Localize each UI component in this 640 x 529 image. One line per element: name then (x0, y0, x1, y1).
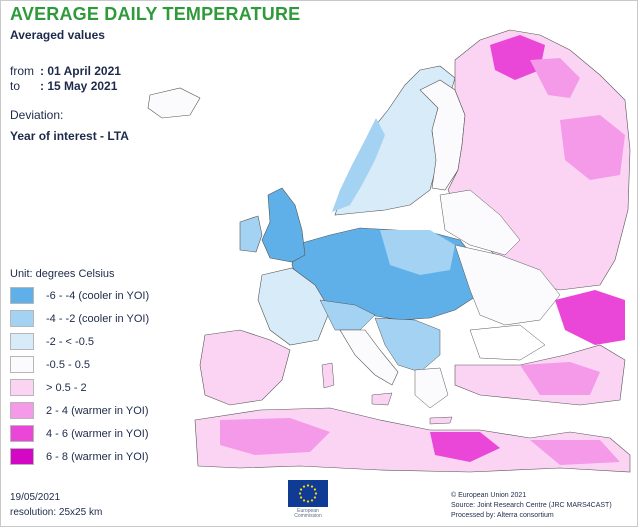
ec-logo-text: European Commission (280, 509, 336, 519)
legend-item: -0.5 - 0.5 (10, 353, 149, 376)
period-to-label: to (10, 79, 21, 93)
eu-stars-icon (298, 484, 318, 503)
legend-item: 2 - 4 (warmer in YOI) (10, 399, 149, 422)
map-region-balkans (374, 317, 441, 373)
period-from-label: from (10, 64, 34, 78)
european-commission-logo: European Commission (280, 478, 340, 520)
map-region-great-britain (261, 187, 306, 263)
legend-swatch (10, 448, 34, 465)
legend-swatch (10, 425, 34, 442)
eu-star-icon (313, 496, 317, 499)
credits-processed: Processed by: Alterra consortium (451, 512, 554, 519)
eu-star-icon (299, 488, 303, 491)
eu-star-icon (306, 500, 310, 503)
map-region-russia-hot (490, 35, 545, 80)
map-region-finland (419, 79, 466, 191)
legend-item: -4 - -2 (cooler in YOI) (10, 307, 149, 330)
credits: © European Union 2021 Source: Joint Rese… (451, 491, 612, 521)
map-region-iberia (199, 329, 291, 406)
legend-label: 6 - 8 (warmer in YOI) (46, 450, 149, 463)
map-region-norway-cool (332, 118, 385, 212)
eu-star-icon (314, 492, 318, 495)
map-region-caucasus-hot (555, 290, 625, 345)
map-region-alps (319, 299, 376, 331)
legend-item: 4 - 6 (warmer in YOI) (10, 422, 149, 445)
legend-label: -6 - -4 (cooler in YOI) (46, 289, 150, 302)
ec-logo-text-line1: European (297, 508, 319, 514)
deviation-label: Deviation: (10, 108, 64, 122)
credits-copyright: © European Union 2021 (451, 492, 527, 499)
legend-item: > 0.5 - 2 (10, 376, 149, 399)
map-region-iceland (147, 87, 201, 119)
map-region-poland-light (380, 230, 455, 275)
credits-source: Source: Joint Research Centre (JRC MARS4… (451, 502, 612, 509)
map-region-italy (339, 329, 399, 386)
eu-star-icon (302, 485, 306, 488)
legend-swatch (10, 287, 34, 304)
eu-star-icon (299, 496, 303, 499)
footer-date: 19/05/2021 (10, 492, 61, 503)
ec-logo-text-line2: Commission (294, 513, 322, 519)
map-region-ukraine (454, 244, 561, 326)
legend-unit: Unit: degrees Celsius (10, 268, 115, 280)
map-region-anatolia-warm (520, 362, 600, 395)
map-region-maghreb-warm (220, 418, 330, 455)
legend-swatch (10, 310, 34, 327)
legend-label: -4 - -2 (cooler in YOI) (46, 312, 150, 325)
map-region-france (257, 267, 331, 346)
footer-resolution: resolution: 25x25 km (10, 507, 103, 518)
eu-star-icon (298, 492, 302, 495)
map-region-greece (414, 367, 449, 409)
map-region-baltic-white (439, 189, 521, 256)
period-to-row: to : 15 May 2021 (10, 79, 121, 94)
eu-star-icon (302, 499, 306, 502)
legend-label: > 0.5 - 2 (46, 381, 87, 394)
eu-star-icon (313, 488, 317, 491)
legend-label: -0.5 - 0.5 (46, 358, 91, 371)
eu-star-icon (310, 499, 314, 502)
map-region-ireland (239, 215, 263, 253)
map-region-egypt-warm (530, 440, 620, 465)
legend-swatch (10, 333, 34, 350)
map-subtitle: Averaged values (10, 28, 105, 42)
deviation-value: Year of interest - LTA (10, 129, 129, 143)
legend-swatch (10, 402, 34, 419)
map-region-sicily (371, 392, 393, 406)
legend-label: -2 - < -0.5 (46, 335, 94, 348)
map-region-sardinia (321, 362, 335, 389)
period-from-value: : 01 April 2021 (40, 64, 121, 78)
legend-swatch (10, 379, 34, 396)
legend: Unit: degrees Celsius -6 - -4 (cooler in… (10, 268, 149, 468)
map-region-east-warm (560, 115, 625, 180)
period-block: from : 01 April 2021 to : 15 May 2021 (10, 64, 121, 94)
map-region-libya-hot (430, 432, 500, 462)
eu-flag-icon (288, 480, 328, 507)
legend-item: -6 - -4 (cooler in YOI) (10, 284, 149, 307)
map-title: AVERAGE DAILY TEMPERATURE (10, 4, 301, 24)
eu-star-icon (310, 485, 314, 488)
legend-label: 4 - 6 (warmer in YOI) (46, 427, 149, 440)
map-region-black-sea (469, 324, 546, 361)
eu-star-icon (306, 484, 310, 487)
legend-swatch (10, 356, 34, 373)
legend-item: -2 - < -0.5 (10, 330, 149, 353)
legend-item: 6 - 8 (warmer in YOI) (10, 445, 149, 468)
map-region-crete (429, 416, 453, 425)
period-to-value: : 15 May 2021 (40, 79, 118, 93)
period-from-row: from : 01 April 2021 (10, 64, 121, 79)
map-region-kola-hot (530, 58, 580, 98)
legend-label: 2 - 4 (warmer in YOI) (46, 404, 149, 417)
